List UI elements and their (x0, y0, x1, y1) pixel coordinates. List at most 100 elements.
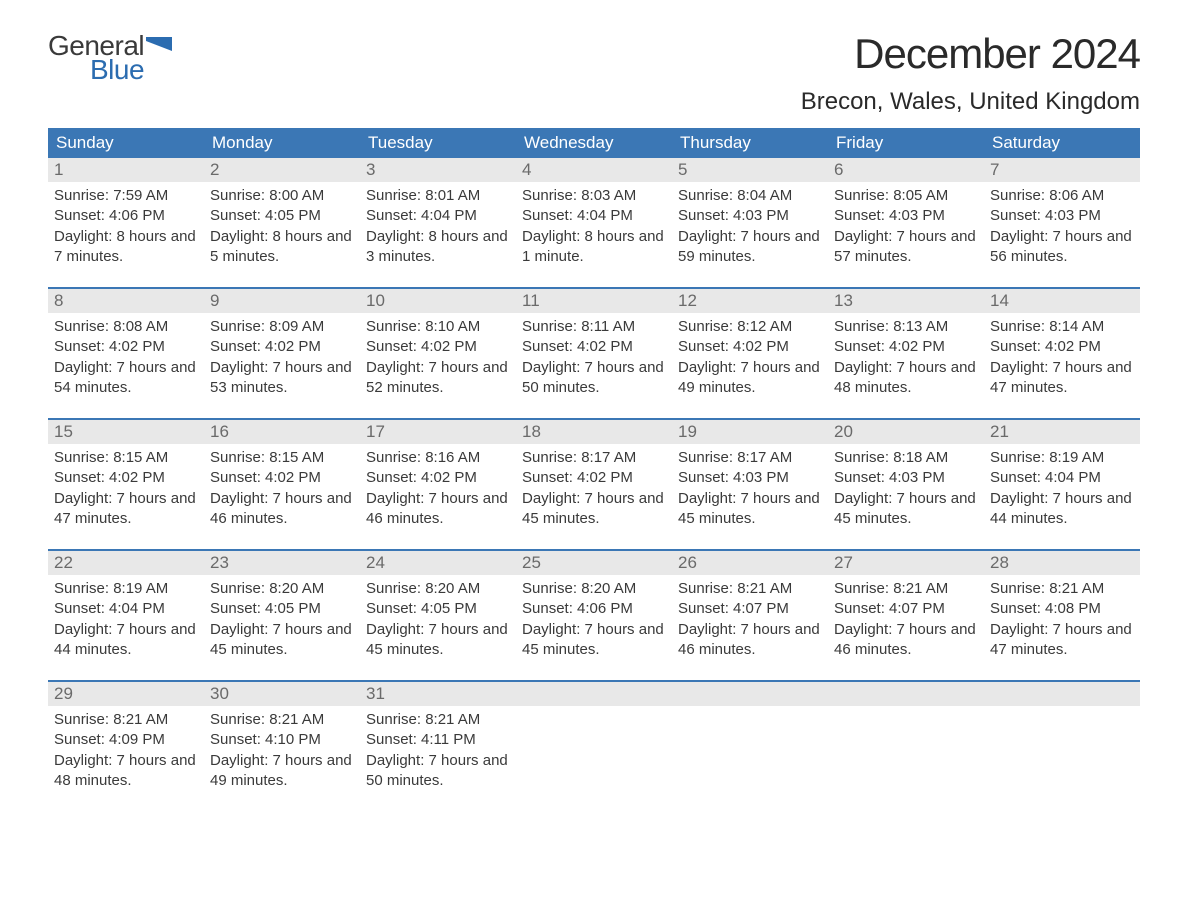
day-details: Sunrise: 8:12 AMSunset: 4:02 PMDaylight:… (672, 313, 828, 398)
day-header: Tuesday (360, 128, 516, 158)
sunset-line: Sunset: 4:04 PM (366, 206, 510, 226)
day-details: Sunrise: 8:01 AMSunset: 4:04 PMDaylight:… (360, 182, 516, 267)
daylight-line: Daylight: 7 hours and 50 minutes. (366, 751, 510, 792)
sunset-line: Sunset: 4:09 PM (54, 730, 198, 750)
day-details: Sunrise: 8:06 AMSunset: 4:03 PMDaylight:… (984, 182, 1140, 267)
day-details: Sunrise: 8:05 AMSunset: 4:03 PMDaylight:… (828, 182, 984, 267)
day-number-row: 15161718192021 (48, 420, 1140, 444)
day-details: Sunrise: 8:17 AMSunset: 4:03 PMDaylight:… (672, 444, 828, 529)
day-header: Sunday (48, 128, 204, 158)
sunrise-line: Sunrise: 8:13 AM (834, 317, 978, 337)
day-header: Wednesday (516, 128, 672, 158)
header: General Blue December 2024 Brecon, Wales… (48, 30, 1140, 116)
day-details (516, 706, 672, 791)
sunset-line: Sunset: 4:10 PM (210, 730, 354, 750)
sunset-line: Sunset: 4:03 PM (834, 468, 978, 488)
day-number: 26 (672, 551, 828, 575)
day-number: 30 (204, 682, 360, 706)
daylight-line: Daylight: 7 hours and 45 minutes. (210, 620, 354, 661)
daylight-line: Daylight: 7 hours and 48 minutes. (54, 751, 198, 792)
week: 22232425262728Sunrise: 8:19 AMSunset: 4:… (48, 551, 1140, 660)
details-row: Sunrise: 8:15 AMSunset: 4:02 PMDaylight:… (48, 444, 1140, 529)
daylight-line: Daylight: 7 hours and 45 minutes. (522, 620, 666, 661)
sunset-line: Sunset: 4:02 PM (834, 337, 978, 357)
sunset-line: Sunset: 4:03 PM (678, 206, 822, 226)
day-header: Friday (828, 128, 984, 158)
day-details: Sunrise: 8:09 AMSunset: 4:02 PMDaylight:… (204, 313, 360, 398)
sunset-line: Sunset: 4:03 PM (678, 468, 822, 488)
day-details: Sunrise: 8:21 AMSunset: 4:09 PMDaylight:… (48, 706, 204, 791)
daylight-line: Daylight: 8 hours and 7 minutes. (54, 227, 198, 268)
details-row: Sunrise: 8:08 AM Sunset: 4:02 PM Daylight:… (48, 313, 1140, 398)
sunrise-line: Sunrise: 8:19 AM (990, 448, 1134, 468)
day-number: 13 (828, 289, 984, 313)
week: 1234567Sunrise: 7:59 AMSunset: 4:06 PMDa… (48, 158, 1140, 267)
day-number: 3 (360, 158, 516, 182)
daylight-line: Daylight: 7 hours and 44 minutes. (54, 620, 198, 661)
details-row: Sunrise: 8:19 AMSunset: 4:04 PMDaylight:… (48, 575, 1140, 660)
daylight-line: Daylight: 7 hours and 47 minutes. (54, 489, 198, 530)
daylight-line: Daylight: 7 hours and 46 minutes. (678, 620, 822, 661)
day-details (828, 706, 984, 791)
daylight-line: Daylight: 7 hours and 45 minutes. (522, 489, 666, 530)
sunset-line: Sunset: 4:02 PM (522, 337, 666, 357)
daylight-line: Daylight: 7 hours and 49 minutes. (678, 358, 822, 399)
sunset-line: Sunset: 4:02 PM (210, 468, 354, 488)
daylight-line: Daylight: 7 hours and 47 minutes. (990, 620, 1134, 661)
day-number-row: 891011121314 (48, 289, 1140, 313)
day-details: Sunrise: 8:20 AMSunset: 4:05 PMDaylight:… (360, 575, 516, 660)
sunrise-line: Sunrise: 8:20 AM (522, 579, 666, 599)
sunrise-line: Sunrise: 8:21 AM (54, 710, 198, 730)
sunset-line: Sunset: 4:05 PM (210, 206, 354, 226)
sunset-line: Sunset: 4:07 PM (678, 599, 822, 619)
sunrise-line: Sunrise: 8:08 AM (54, 317, 198, 337)
sunrise-line: Sunrise: 8:21 AM (990, 579, 1134, 599)
day-details: Sunrise: 8:20 AMSunset: 4:06 PMDaylight:… (516, 575, 672, 660)
day-number: 14 (984, 289, 1140, 313)
day-details: Sunrise: 8:00 AMSunset: 4:05 PMDaylight:… (204, 182, 360, 267)
day-header: Thursday (672, 128, 828, 158)
day-number: 16 (204, 420, 360, 444)
month-title: December 2024 (801, 30, 1140, 78)
title-block: December 2024 Brecon, Wales, United King… (801, 30, 1140, 116)
day-details: Sunrise: 8:17 AMSunset: 4:02 PMDaylight:… (516, 444, 672, 529)
sunrise-line: Sunrise: 8:05 AM (834, 186, 978, 206)
sunrise-line: Sunrise: 8:17 AM (522, 448, 666, 468)
sunrise-line: Sunrise: 8:15 AM (54, 448, 198, 468)
day-details: Sunrise: 8:18 AMSunset: 4:03 PMDaylight:… (828, 444, 984, 529)
daylight-line: Daylight: 7 hours and 47 minutes. (990, 358, 1134, 399)
sunrise-line: Sunrise: 8:03 AM (522, 186, 666, 206)
day-details: Sunrise: 8:21 AMSunset: 4:07 PMDaylight:… (672, 575, 828, 660)
daylight-line: Daylight: 7 hours and 54 minutes. (54, 358, 198, 399)
day-details: Sunrise: 8:13 AMSunset: 4:02 PMDaylight:… (828, 313, 984, 398)
day-number-row: 1234567 (48, 158, 1140, 182)
daylight-line: Daylight: 8 hours and 5 minutes. (210, 227, 354, 268)
day-details: Sunrise: 8:21 AMSunset: 4:11 PMDaylight:… (360, 706, 516, 791)
sunset-line: Sunset: 4:03 PM (990, 206, 1134, 226)
daylight-line: Daylight: 7 hours and 46 minutes. (366, 489, 510, 530)
daylight-line: Daylight: 7 hours and 46 minutes. (210, 489, 354, 530)
sunset-line: Sunset: 4:05 PM (366, 599, 510, 619)
daylight-line: Daylight: 7 hours and 44 minutes. (990, 489, 1134, 530)
sunset-line: Sunset: 4:04 PM (990, 468, 1134, 488)
daylight-line: Daylight: 7 hours and 49 minutes. (210, 751, 354, 792)
daylight-line: Daylight: 7 hours and 45 minutes. (366, 620, 510, 661)
day-number: 19 (672, 420, 828, 444)
day-details: Sunrise: 8:21 AMSunset: 4:08 PMDaylight:… (984, 575, 1140, 660)
day-number: 28 (984, 551, 1140, 575)
daylight-line: Daylight: 7 hours and 45 minutes. (834, 489, 978, 530)
day-details: Sunrise: 8:11 AMSunset: 4:02 PMDaylight:… (516, 313, 672, 398)
sunrise-line: Sunrise: 8:18 AM (834, 448, 978, 468)
sunrise-line: Sunrise: 8:04 AM (678, 186, 822, 206)
day-number: 6 (828, 158, 984, 182)
daylight-line: Daylight: 7 hours and 52 minutes. (366, 358, 510, 399)
day-details: Sunrise: 8:21 AMSunset: 4:10 PMDaylight:… (204, 706, 360, 791)
day-number: 31 (360, 682, 516, 706)
sunrise-line: Sunrise: 8:06 AM (990, 186, 1134, 206)
day-number: 27 (828, 551, 984, 575)
day-details: Sunrise: 8:21 AMSunset: 4:07 PMDaylight:… (828, 575, 984, 660)
sunset-line: Sunset: 4:02 PM (210, 337, 354, 357)
sunset-line: Sunset: 4:05 PM (210, 599, 354, 619)
calendar: SundayMondayTuesdayWednesdayThursdayFrid… (48, 128, 1140, 791)
day-number (516, 682, 672, 706)
